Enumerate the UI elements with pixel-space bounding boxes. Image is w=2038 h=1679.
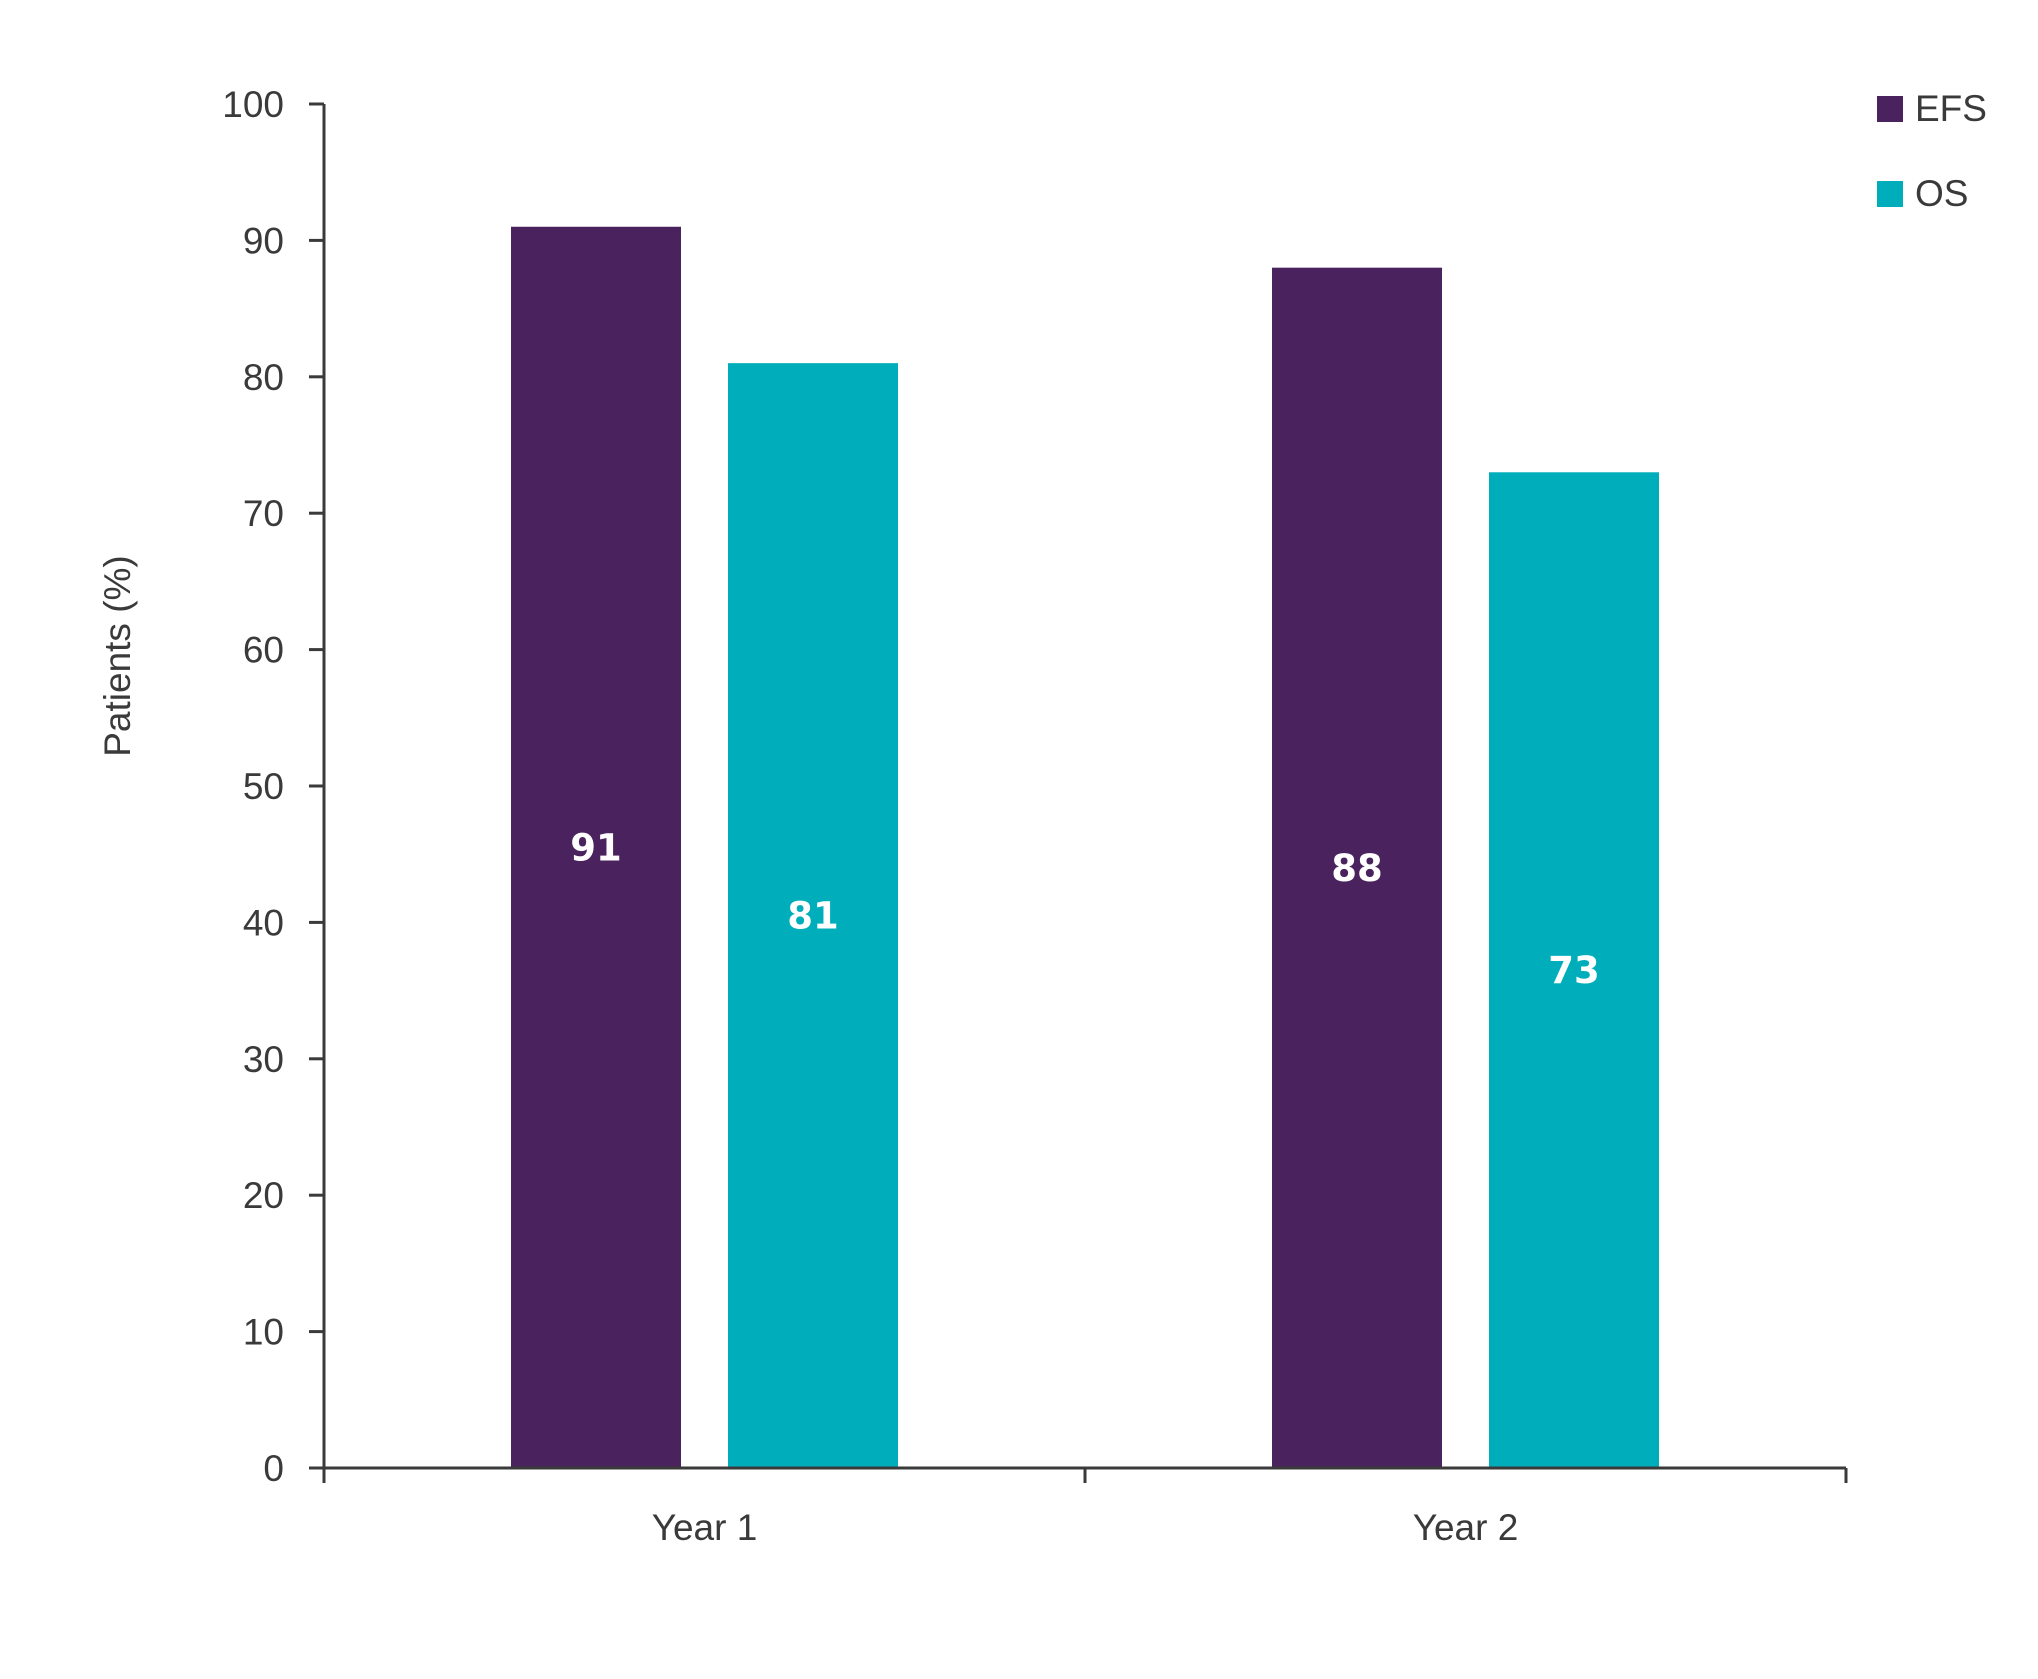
- x-tick-label: Year 1: [652, 1507, 758, 1548]
- y-tick-label: 80: [243, 357, 284, 398]
- bar-os-year-1: [728, 363, 898, 1468]
- bar-efs-year-2: [1272, 267, 1442, 1469]
- legend-label-efs: EFS: [1915, 88, 1987, 129]
- y-tick-label: 90: [243, 220, 284, 261]
- y-tick-label: 40: [243, 902, 284, 943]
- legend-label-os: OS: [1915, 173, 1968, 214]
- y-tick-label: 20: [243, 1175, 284, 1216]
- legend-swatch-efs: [1877, 96, 1903, 122]
- legend: EFS OS: [1877, 88, 1987, 214]
- data-labels-group: 91 81 88 73: [570, 826, 1600, 992]
- bar-efs-year-1: [511, 226, 681, 1468]
- y-tick-label: 50: [243, 766, 284, 807]
- axes-group: 0 10 20 30 40 50 60 70 80 90 100 Year 1 Year 2: [222, 84, 1848, 1548]
- y-tick-label: 70: [243, 493, 284, 534]
- data-label-efs-year-1: 91: [570, 826, 622, 869]
- y-axis-title: Patients (%): [97, 555, 138, 757]
- legend-swatch-os: [1877, 181, 1903, 207]
- data-label-os-year-2: 73: [1548, 949, 1600, 992]
- bars-group: [511, 226, 1659, 1469]
- y-tick-label: 10: [243, 1312, 284, 1353]
- x-tick-label: Year 2: [1413, 1507, 1519, 1548]
- y-tick-label: 100: [222, 84, 284, 125]
- y-tick-label: 30: [243, 1039, 284, 1080]
- y-tick-label: 0: [263, 1448, 284, 1489]
- data-label-efs-year-2: 88: [1331, 847, 1383, 890]
- bar-os-year-2: [1489, 472, 1659, 1468]
- y-tick-label: 60: [243, 630, 284, 671]
- data-label-os-year-1: 81: [787, 895, 839, 938]
